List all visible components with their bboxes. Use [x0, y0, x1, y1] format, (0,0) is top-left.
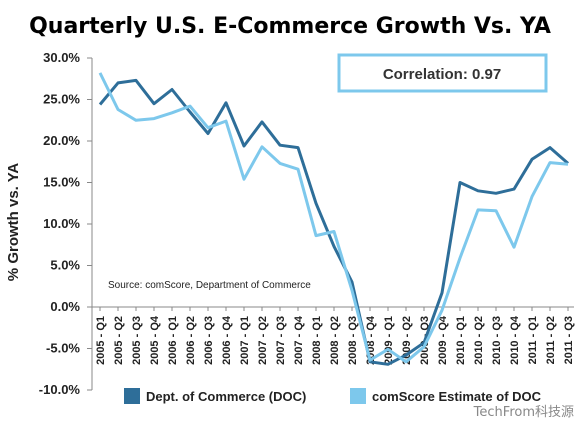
x-tick-label: 2005 - Q2 — [113, 316, 125, 365]
y-tick-label: 20.0% — [43, 133, 80, 148]
x-tick-label: 2006 - Q1 — [167, 316, 179, 365]
legend-swatch-doc — [124, 388, 140, 404]
x-tick-label: 2010 - Q3 — [491, 316, 503, 365]
x-axis: 2005 - Q1 2005 - Q2 2005 - Q3 2005 - Q4 2006… — [92, 306, 575, 365]
x-tick-label: 2008 - Q3 — [347, 316, 359, 365]
x-tick-label: 2009 - Q1 — [383, 316, 395, 365]
correlation-annotation: Correlation: 0.97 — [383, 66, 501, 83]
y-tick-label: 15.0% — [43, 175, 80, 190]
x-tick-label: 2011 - Q2 — [545, 316, 557, 364]
legend-label-comscore: comScore Estimate of DOC — [372, 389, 542, 404]
x-tick-label: 2006 - Q2 — [185, 316, 197, 365]
x-tick-label: 2007 - Q4 — [293, 315, 305, 365]
x-tick-label: 2005 - Q4 — [149, 315, 161, 365]
correlation-box — [337, 53, 548, 93]
x-tick-label: 2005 - Q3 — [131, 316, 143, 365]
y-tick-label: -10.0% — [39, 382, 81, 397]
x-tick-label: 2010 - Q4 — [509, 315, 521, 365]
x-tick-label: 2006 - Q3 — [203, 316, 215, 365]
series-line-comscore — [98, 72, 569, 364]
legend-swatch-comscore — [350, 388, 366, 404]
series-line-doc — [98, 78, 569, 366]
legend-label-doc: Dept. of Commerce (DOC) — [146, 389, 306, 404]
y-axis-label: % Growth vs. YA — [5, 163, 22, 282]
source-note: Source: comScore, Department of Commerce — [108, 280, 311, 291]
x-tick-label: 2011 - Q1 — [527, 316, 539, 364]
watermark: TechFrom科技源 — [473, 405, 574, 420]
y-tick-label: 25.0% — [43, 92, 80, 107]
x-tick-label: 2006 - Q4 — [221, 315, 233, 365]
x-tick-label: 2005 - Q1 — [95, 316, 107, 365]
x-tick-label: 2009 - Q4 — [437, 315, 449, 365]
y-tick-label: 5.0% — [50, 258, 80, 273]
y-tick-label: 10.0% — [43, 216, 80, 231]
x-tick-label: 2008 - Q2 — [329, 316, 341, 365]
x-tick-label: 2010 - Q2 — [473, 316, 485, 365]
x-tick-label: 2008 - Q1 — [311, 316, 323, 365]
legend: Dept. of Commerce (DOC) comScore Estimat… — [124, 388, 542, 404]
x-tick-label: 2011 - Q3 — [563, 316, 575, 364]
x-tick-label: 2007 - Q2 — [257, 316, 269, 365]
y-tick-label: -5.0% — [46, 341, 80, 356]
chart-title: Quarterly U.S. E-Commerce Growth Vs. YA — [29, 14, 551, 39]
y-tick-label: 0.0% — [50, 299, 80, 314]
y-axis: 30.0% 25.0% 20.0% 15.0% 10.0% 5.0% 0.0% -5.0% -1… — [39, 50, 93, 397]
x-tick-label: 2007 - Q1 — [239, 316, 251, 365]
x-tick-label: 2007 - Q3 — [275, 316, 287, 365]
y-tick-label: 30.0% — [43, 50, 80, 65]
x-tick-label: 2010 - Q1 — [455, 316, 467, 365]
series-lines — [98, 72, 569, 366]
